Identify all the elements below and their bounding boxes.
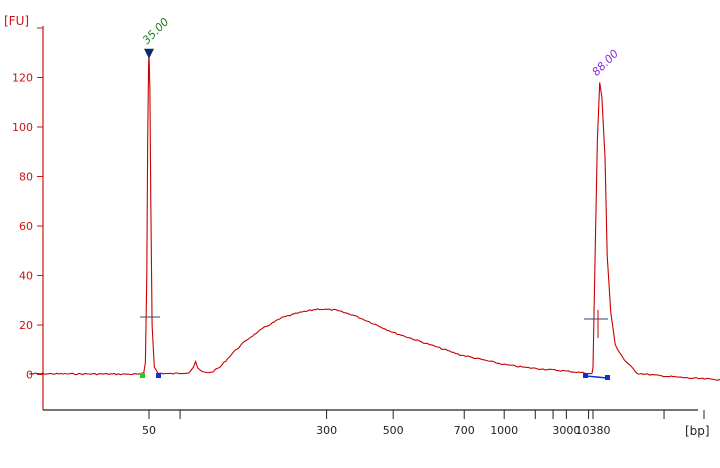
- y-tick-label: 0: [26, 369, 33, 382]
- region-start-point: [140, 373, 145, 378]
- y-tick-label: 80: [19, 171, 33, 184]
- upper-region-end-point: [605, 375, 610, 380]
- annotation-layer: 35.00 88.00: [140, 15, 621, 380]
- x-tick-label: 1000: [490, 424, 518, 437]
- upper-region-start-point: [583, 373, 588, 378]
- trace-layer: [29, 52, 720, 381]
- peak-marker-triangle: [144, 48, 154, 59]
- y-axis-ticks: 0 20 40 60 80 100 120: [12, 27, 43, 382]
- y-tick-label: 20: [19, 319, 33, 332]
- x-tick-label: 3000: [552, 424, 580, 437]
- x-tick-label: 50: [142, 424, 156, 437]
- y-tick-label: 40: [19, 270, 33, 283]
- x-tick-label: 300: [316, 424, 337, 437]
- y-tick-label: 120: [12, 72, 33, 85]
- x-tick-label: 10380: [576, 424, 611, 437]
- x-tick-label: 700: [454, 424, 475, 437]
- x-tick-label: 500: [383, 424, 404, 437]
- trace-line: [29, 52, 720, 381]
- peak-label-upper-marker: 88.00: [590, 47, 621, 78]
- region-end-point: [156, 373, 161, 378]
- y-axis-unit-label: [FU]: [4, 14, 29, 28]
- y-tick-label: 60: [19, 220, 33, 233]
- y-tick-label: 100: [12, 121, 33, 134]
- x-axis-unit-label: [bp]: [685, 424, 710, 438]
- peak-label-lower-marker: 35.00: [140, 15, 171, 46]
- upper-region-line: [585, 375, 608, 379]
